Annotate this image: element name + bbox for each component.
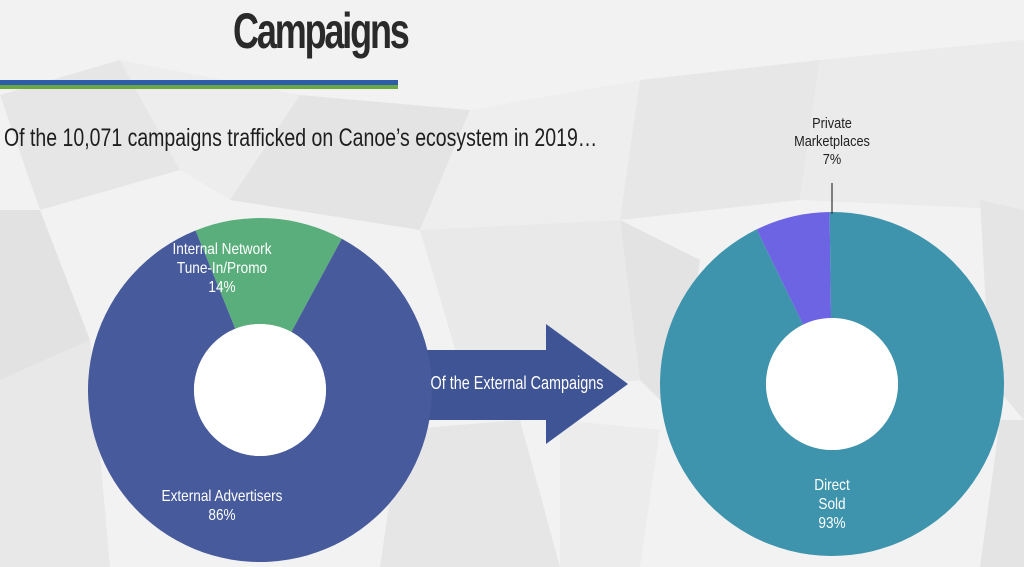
arrow-label: Of the External Campaigns [430, 373, 604, 393]
title-underline-green [0, 85, 398, 89]
donut-2-slice-2 [660, 212, 1004, 557]
slice-value-label: 7% [822, 151, 842, 168]
slice-name-line: Marketplaces [794, 133, 870, 150]
flow-arrow [404, 324, 628, 444]
title-underline-blue [0, 80, 398, 85]
donut-1-hole [194, 324, 326, 456]
slice-value-label: 14% [208, 279, 236, 296]
donut-2-slice-1-label: Private Marketplaces 7% [794, 115, 870, 169]
donut-1-slice-1 [195, 218, 342, 332]
subtitle: Of the 10,071 campaigns trafficked on Ca… [4, 124, 598, 152]
donut-1-slice-2-label: External Advertisers 86% [162, 487, 283, 525]
slice-value-label: 93% [818, 515, 846, 532]
slice-name-line: Tune-In/Promo [176, 260, 268, 277]
donut-1-slice-1-label: Internal Network Tune-In/Promo 14% [172, 240, 271, 297]
slice-name-line: External Advertisers [161, 488, 283, 505]
donut-2-hole [766, 318, 898, 450]
donut-2-slice-1 [756, 212, 832, 325]
slice-name-line: Internal Network [172, 241, 272, 258]
donut-1-slice-2 [87, 230, 433, 562]
slice-name-line: Private [812, 115, 852, 132]
donut-2-slice-2-label: Direct Sold 93% [814, 476, 850, 533]
slice-name-line: Direct [814, 477, 850, 494]
slice-name-line: Sold [818, 496, 846, 513]
slice-value-label: 86% [208, 507, 236, 524]
page-title: Campaigns [233, 3, 410, 59]
